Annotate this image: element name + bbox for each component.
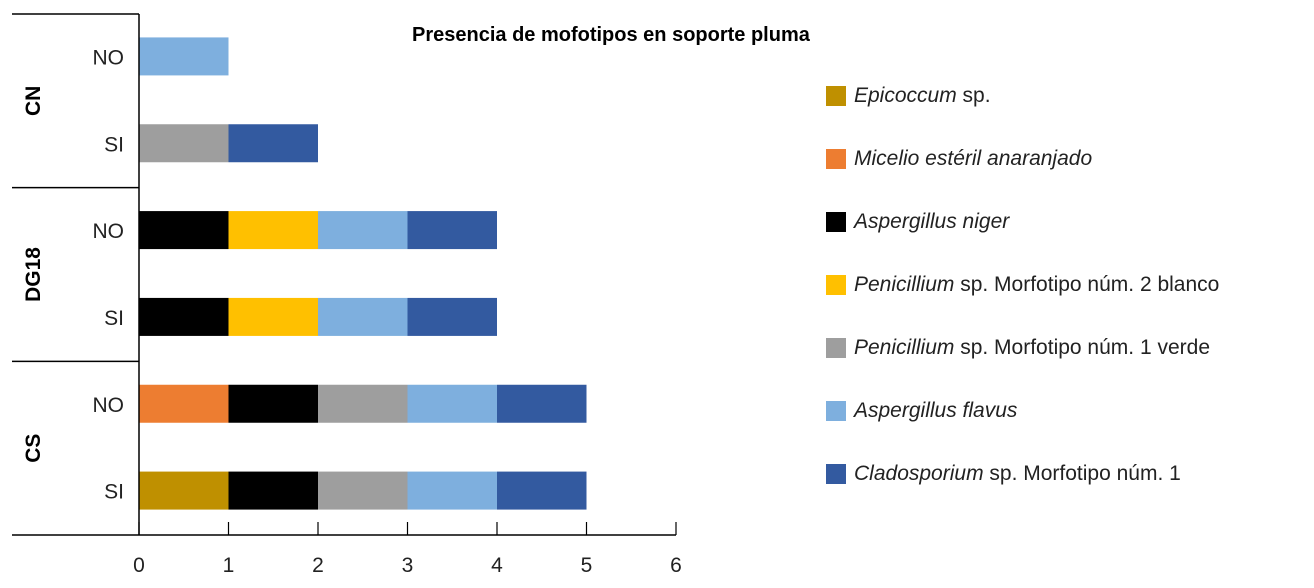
bar-segment: [497, 384, 587, 423]
bar-segment: [407, 384, 497, 423]
legend-swatch: [826, 464, 846, 484]
bar-segment: [228, 384, 318, 423]
bar-segment: [407, 297, 497, 336]
x-tick-label: 2: [312, 554, 324, 577]
legend-label: sp.: [956, 84, 991, 107]
bar-segment: [228, 124, 318, 163]
x-tick-label: 4: [491, 554, 503, 577]
legend-item: Micelio estéril anaranjado: [826, 147, 1092, 171]
bar-segment: [318, 471, 408, 510]
group-label: CS: [22, 434, 45, 463]
bar-segment: [228, 471, 318, 510]
legend-item: Epicoccum sp.: [826, 84, 991, 108]
legend-swatch: [826, 338, 846, 358]
bar-segment: [139, 124, 229, 163]
x-tick-label: 0: [133, 554, 145, 577]
legend-label-italic: Cladosporium: [854, 462, 984, 485]
bar-segment: [497, 471, 587, 510]
legend-label: sp. Morfotipo núm. 2 blanco: [954, 273, 1220, 296]
bar-segment: [407, 471, 497, 510]
legend-item: Aspergillus flavus: [826, 399, 1017, 423]
bar-segment: [407, 211, 497, 250]
row-label: SI: [104, 133, 124, 156]
legend-label: sp. Morfotipo núm. 1 verde: [954, 336, 1210, 359]
group-label: CN: [22, 86, 45, 116]
row-label: NO: [93, 46, 125, 69]
group-label: DG18: [22, 247, 45, 302]
bar-segment: [139, 297, 229, 336]
bar-segment: [139, 211, 229, 250]
legend-label-italic: Epicoccum: [854, 84, 957, 107]
legend-label: sp. Morfotipo núm. 1: [983, 462, 1181, 485]
legend-item: Penicillium sp. Morfotipo núm. 1 verde: [826, 336, 1210, 360]
bar-segment: [139, 37, 229, 76]
row-label: SI: [104, 481, 124, 504]
legend-label-italic: Aspergillus flavus: [854, 399, 1018, 422]
legend-item: Aspergillus niger: [826, 210, 1009, 234]
x-tick-label: 6: [670, 554, 682, 577]
legend-swatch: [826, 86, 846, 106]
bar-segment: [228, 211, 318, 250]
legend-label-italic: Penicillium: [854, 273, 955, 296]
x-tick-label: 5: [581, 554, 593, 577]
legend-label-italic: Micelio estéril anaranjado: [854, 147, 1093, 170]
bar-segment: [139, 384, 229, 423]
legend-item: Cladosporium sp. Morfotipo núm. 1: [826, 462, 1181, 486]
legend-swatch: [826, 212, 846, 232]
x-tick-label: 1: [223, 554, 235, 577]
bar-segment: [318, 211, 408, 250]
legend-label-italic: Penicillium: [854, 336, 955, 359]
legend-swatch: [826, 401, 846, 421]
bar-segment: [139, 471, 229, 510]
bar-segment: [318, 384, 408, 423]
bar-segment: [228, 297, 318, 336]
row-label: SI: [104, 307, 124, 330]
legend-swatch: [826, 149, 846, 169]
legend-label-italic: Aspergillus niger: [854, 210, 1010, 233]
row-label: NO: [93, 394, 125, 417]
chart-title: Presencia de mofotipos en soporte pluma: [412, 24, 810, 46]
legend-swatch: [826, 275, 846, 295]
bar-segment: [318, 297, 408, 336]
legend-item: Penicillium sp. Morfotipo núm. 2 blanco: [826, 273, 1219, 297]
x-tick-label: 3: [402, 554, 414, 577]
row-label: NO: [93, 220, 125, 243]
